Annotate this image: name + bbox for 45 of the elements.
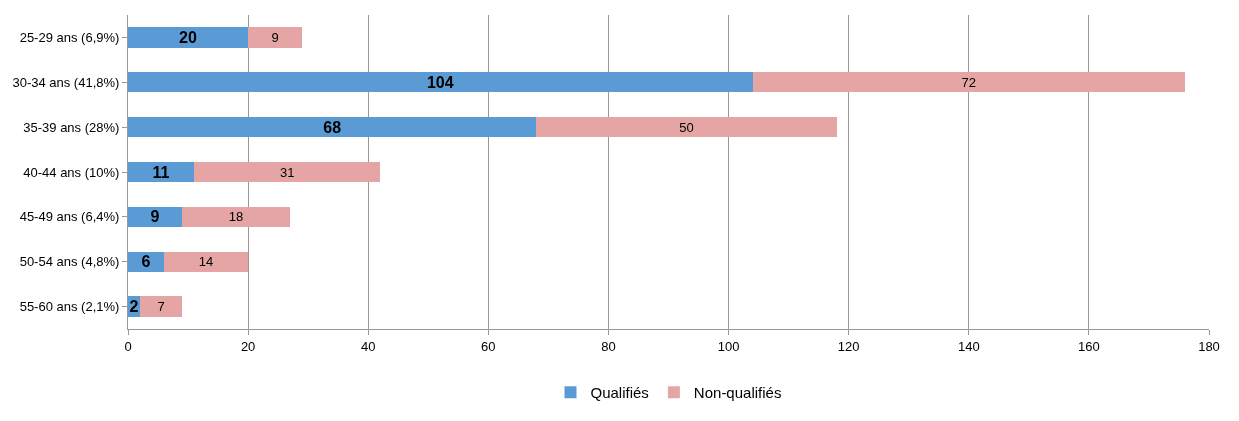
x-tick-label: 180 [1198,338,1220,354]
data-label: 14 [198,254,214,270]
bar [128,161,195,183]
x-tick-label: 20 [240,338,256,354]
bar [128,117,537,138]
data-label: 104 [426,73,454,91]
bar [140,296,183,317]
y-tick-label: 50-54 ans (4,8%) [19,254,120,270]
bar [182,206,291,227]
data-label: 72 [961,74,977,90]
data-label: 18 [228,209,244,225]
data-label: 9 [271,29,279,45]
bar [248,27,303,48]
bar [752,72,1185,93]
data-label: 11 [152,163,170,181]
data-label: 68 [323,118,342,136]
y-tick-label: 25-29 ans (6,9%) [19,29,120,45]
x-tick-label: 160 [1078,338,1100,354]
y-tick-label: 35-39 ans (28%) [23,119,120,135]
bar [536,117,837,138]
data-label: 9 [150,208,160,226]
x-tick-label: 120 [837,338,860,354]
y-tick-label: 40-44 ans (10%) [23,164,120,180]
y-tick-label: 30-34 ans (41,8%) [12,74,120,90]
bar [164,251,249,272]
x-tick-label: 80 [601,338,616,354]
bar [128,206,183,227]
data-label: 2 [129,298,139,316]
bar [128,72,753,93]
y-tick-label: 45-49 ans (6,4%) [19,209,120,225]
data-label: 20 [179,28,197,46]
bar [194,161,381,183]
x-tick-label: 100 [717,338,740,354]
legend-label: Non-qualifiés [693,384,782,402]
x-tick-label: 140 [957,338,980,354]
data-label: 7 [157,299,165,315]
x-tick-label: 60 [481,338,496,354]
data-label: 50 [679,119,694,135]
x-tick-label: 0 [124,338,132,354]
y-tick-label: 55-60 ans (2,1%) [19,299,120,315]
data-label: 31 [279,164,295,180]
legend-label: Qualifiés [590,384,649,402]
data-label: 6 [141,253,151,271]
bar [128,27,249,48]
x-tick-label: 40 [360,338,376,354]
